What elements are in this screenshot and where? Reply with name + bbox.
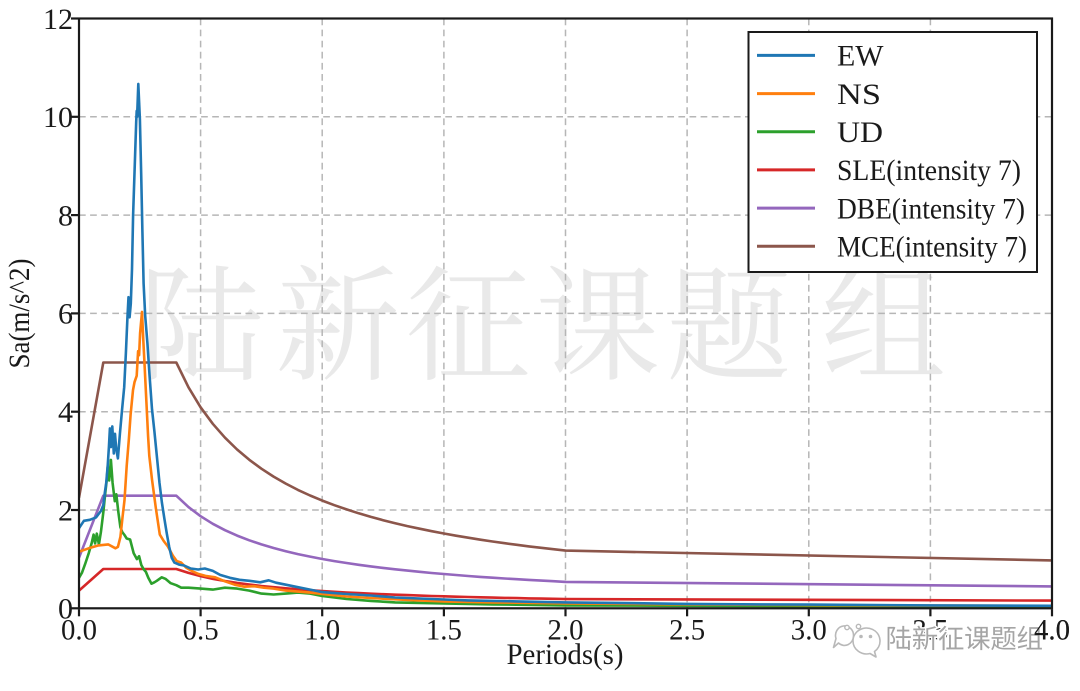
svg-text:Sa(m/s^2): Sa(m/s^2)	[3, 259, 36, 369]
svg-text:10: 10	[43, 101, 73, 134]
svg-text:0.5: 0.5	[183, 614, 219, 647]
svg-text:0: 0	[58, 593, 73, 626]
svg-text:UD: UD	[837, 116, 883, 149]
svg-text:1.5: 1.5	[426, 614, 462, 647]
svg-text:6: 6	[58, 298, 73, 331]
svg-text:12: 12	[43, 3, 73, 36]
svg-text:MCE(intensity 7): MCE(intensity 7)	[837, 231, 1027, 264]
svg-text:2.5: 2.5	[669, 614, 705, 647]
svg-text:8: 8	[58, 199, 73, 232]
svg-text:4: 4	[58, 396, 73, 429]
svg-text:SLE(intensity 7): SLE(intensity 7)	[837, 154, 1021, 187]
svg-text:4.0: 4.0	[1034, 614, 1070, 647]
svg-text:Periods(s): Periods(s)	[507, 638, 624, 671]
svg-text:3.0: 3.0	[791, 614, 827, 647]
svg-text:2.0: 2.0	[548, 614, 584, 647]
svg-text:0.0: 0.0	[61, 614, 97, 647]
svg-text:EW: EW	[837, 40, 884, 73]
svg-text:DBE(intensity 7): DBE(intensity 7)	[837, 192, 1025, 225]
svg-text:NS: NS	[837, 78, 881, 111]
svg-text:2: 2	[58, 494, 73, 527]
svg-text:1.0: 1.0	[304, 614, 340, 647]
